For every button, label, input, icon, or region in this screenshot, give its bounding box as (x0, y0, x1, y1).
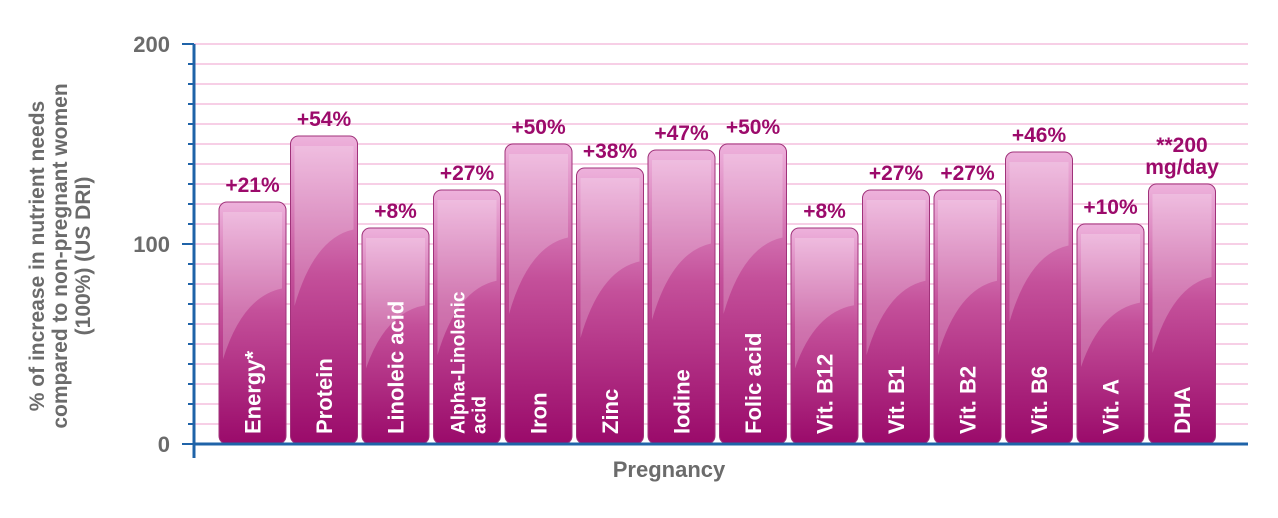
data-label: +27% (440, 162, 495, 185)
bars (218, 135, 1216, 445)
labels: Energy* +21% Protein +54% Linoleic acid +8% Al… (26, 32, 1219, 482)
category-label: DHA (1170, 386, 1195, 434)
bar-highlight (223, 212, 282, 360)
y-tick-label: 0 (158, 432, 170, 457)
bar-highlight (652, 160, 711, 320)
category-label: Iron (527, 392, 552, 434)
data-label: +54% (297, 108, 352, 131)
axes (182, 43, 1248, 458)
x-axis-label: Pregnancy (613, 457, 726, 482)
category-label: Zinc (598, 389, 623, 434)
bar-highlight (938, 200, 997, 356)
category-label: Alpha-Linolenicacid (449, 291, 491, 434)
category-label: Vit. B6 (1027, 366, 1052, 434)
data-label: +27% (940, 162, 995, 185)
category-label: Energy* (241, 350, 266, 434)
bar-highlight (366, 238, 425, 369)
y-tick-label: 100 (133, 232, 170, 257)
data-label: +8% (374, 200, 417, 223)
bar-highlight (437, 200, 497, 356)
data-label: +50% (726, 116, 781, 139)
data-label: +46% (1012, 124, 1067, 147)
bar-highlight (509, 154, 568, 314)
category-label: Linoleic acid (384, 301, 409, 434)
data-label: +21% (225, 174, 280, 197)
bar-highlight (723, 154, 783, 314)
bar-highlight (866, 200, 926, 356)
category-label: Protein (312, 358, 337, 434)
category-label: Iodine (670, 369, 695, 434)
data-label: +10% (1083, 196, 1138, 219)
y-tick-label: 200 (133, 32, 170, 57)
data-label: +47% (654, 122, 709, 145)
data-label: +8% (803, 200, 846, 223)
bar-highlight (795, 238, 854, 369)
data-label: +50% (511, 116, 566, 139)
category-label: Vit. A (1099, 379, 1124, 434)
category-label: Vit. B12 (813, 354, 838, 434)
bar-highlight (294, 146, 354, 306)
bar-highlight (580, 178, 640, 338)
y-axis-label: % of increase in nutrient needscompared … (26, 83, 95, 428)
data-label: +27% (869, 162, 924, 185)
bar-highlight (1081, 234, 1140, 367)
category-label: Vit. B1 (884, 366, 909, 434)
data-label: **200 mg/day (1145, 134, 1219, 179)
bar-highlight (1152, 194, 1212, 353)
category-label: Vit. B2 (956, 366, 981, 434)
bar-highlight (1009, 162, 1069, 322)
category-label: Folic acid (741, 333, 766, 434)
data-label: +38% (583, 140, 638, 163)
